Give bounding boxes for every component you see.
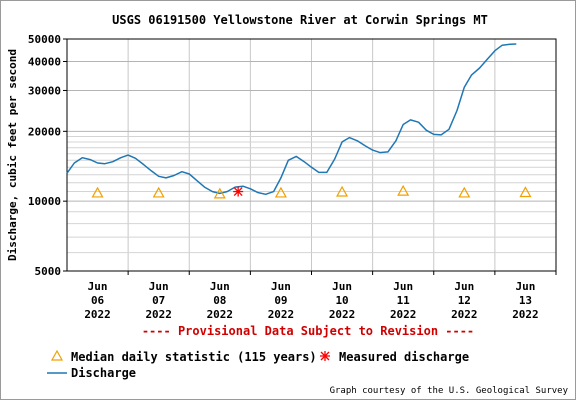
median-marker (336, 185, 349, 197)
y-tick-label: 40000 (28, 55, 61, 68)
chart-title: USGS 06191500 Yellowstone River at Corwi… (112, 13, 488, 27)
median-marker (91, 186, 104, 198)
x-tick-label: Jun (88, 280, 108, 293)
legend: Median daily statistic (115 years) Measu… (47, 349, 469, 380)
measured-marker (233, 186, 244, 197)
legend-median-marker (50, 349, 64, 361)
x-tick-label: 11 (397, 294, 411, 307)
y-tick-label: 30000 (28, 84, 61, 97)
x-tick-label: 2022 (145, 308, 172, 321)
y-tick-label: 5000 (35, 265, 62, 278)
x-tick-label: Jun (210, 280, 230, 293)
discharge-line (66, 43, 517, 196)
x-tick-label: 13 (519, 294, 532, 307)
legend-median-label: Median daily statistic (115 years) (71, 350, 317, 364)
y-axis-ticks: 5000 10000 20000 30000 40000 50000 (28, 33, 67, 278)
x-tick-label: Jun (332, 280, 352, 293)
series-layer (66, 43, 532, 199)
median-marker (519, 186, 532, 198)
y-axis-label: Discharge, cubic feet per second (6, 49, 19, 261)
y-tick-label: 10000 (28, 195, 61, 208)
x-tick-label: 06 (91, 294, 105, 307)
x-tick-label: Jun (454, 280, 474, 293)
grid (67, 38, 556, 272)
legend-measured-label: Measured discharge (339, 350, 469, 364)
x-tick-label: 09 (274, 294, 287, 307)
x-tick-label: Jun (516, 280, 536, 293)
x-tick-label: 08 (213, 294, 226, 307)
credit-text: Graph courtesy of the U.S. Geological Su… (330, 386, 569, 396)
x-tick-label: 12 (458, 294, 471, 307)
x-tick-label: 2022 (390, 308, 417, 321)
x-tick-label: 07 (152, 294, 165, 307)
x-tick-label: Jun (393, 280, 413, 293)
median-marker (274, 186, 287, 198)
x-axis-ticks: Jun062022Jun072022Jun082022Jun092022Jun1… (84, 271, 557, 321)
provisional-note: ---- Provisional Data Subject to Revisio… (142, 324, 474, 338)
median-marker (397, 184, 410, 196)
x-tick-label: 2022 (329, 308, 356, 321)
x-tick-label: 2022 (268, 308, 295, 321)
legend-measured-marker (320, 351, 330, 361)
x-tick-label: 2022 (84, 308, 111, 321)
median-marker (152, 186, 165, 198)
x-tick-label: 2022 (207, 308, 234, 321)
x-tick-label: Jun (149, 280, 169, 293)
y-tick-label: 20000 (28, 125, 61, 138)
x-tick-label: 2022 (512, 308, 539, 321)
x-tick-label: 2022 (451, 308, 478, 321)
x-tick-label: Jun (271, 280, 291, 293)
median-marker (458, 186, 471, 198)
y-tick-label: 50000 (28, 33, 61, 46)
x-tick-label: 10 (335, 294, 348, 307)
median-marker (213, 187, 226, 199)
legend-discharge-label: Discharge (71, 366, 136, 380)
